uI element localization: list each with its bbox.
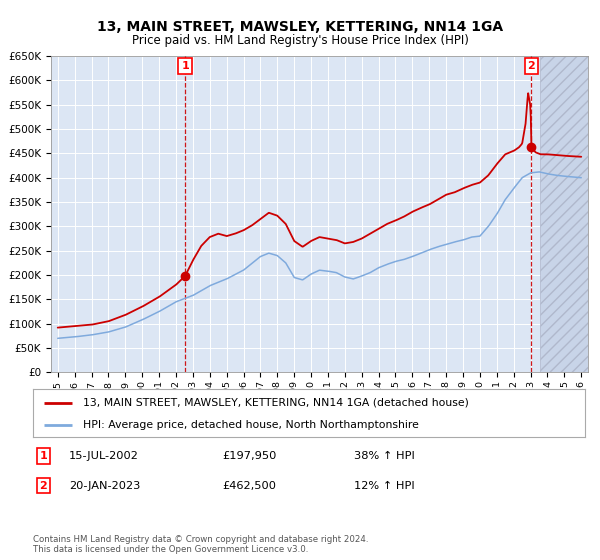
Text: 20-JAN-2023: 20-JAN-2023: [69, 480, 140, 491]
Text: 15-JUL-2002: 15-JUL-2002: [69, 451, 139, 461]
Text: 1: 1: [181, 60, 189, 71]
Text: £197,950: £197,950: [222, 451, 277, 461]
Text: Contains HM Land Registry data © Crown copyright and database right 2024.
This d: Contains HM Land Registry data © Crown c…: [33, 535, 368, 554]
Text: HPI: Average price, detached house, North Northamptonshire: HPI: Average price, detached house, Nort…: [83, 420, 419, 430]
Text: 12% ↑ HPI: 12% ↑ HPI: [354, 480, 415, 491]
Text: 1: 1: [40, 451, 47, 461]
Text: 38% ↑ HPI: 38% ↑ HPI: [354, 451, 415, 461]
Bar: [541, 56, 588, 372]
Text: 2: 2: [527, 60, 535, 71]
Text: 2: 2: [40, 480, 47, 491]
Text: Price paid vs. HM Land Registry's House Price Index (HPI): Price paid vs. HM Land Registry's House …: [131, 34, 469, 46]
Text: 13, MAIN STREET, MAWSLEY, KETTERING, NN14 1GA (detached house): 13, MAIN STREET, MAWSLEY, KETTERING, NN1…: [83, 398, 469, 408]
Text: £462,500: £462,500: [222, 480, 276, 491]
Text: 13, MAIN STREET, MAWSLEY, KETTERING, NN14 1GA: 13, MAIN STREET, MAWSLEY, KETTERING, NN1…: [97, 20, 503, 34]
